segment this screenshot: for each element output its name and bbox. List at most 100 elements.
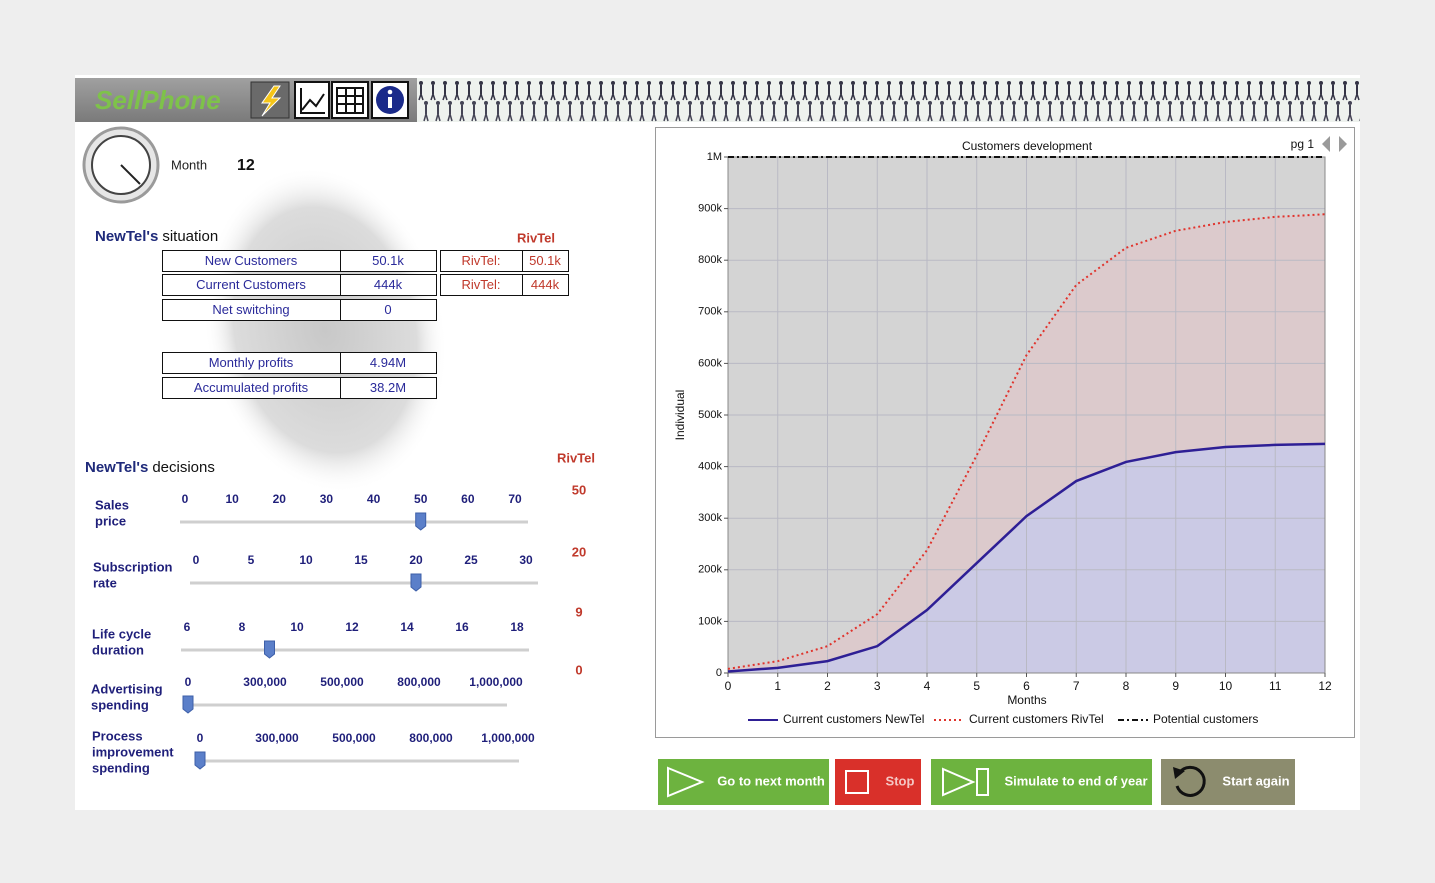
rival-label: RivTel:	[461, 253, 500, 268]
toolbar-icons[interactable]	[250, 81, 409, 119]
button[interactable]: Start again	[1161, 759, 1295, 805]
slider-tick-label: 1,000,000	[481, 731, 535, 745]
slider-tick-label: 8	[239, 620, 246, 634]
x-tick-label: 12	[1318, 679, 1332, 693]
slider-tick-label: 30	[519, 553, 533, 567]
x-tick-label: 10	[1219, 679, 1233, 693]
table-cell	[522, 274, 569, 296]
slider-knob[interactable]	[410, 573, 422, 592]
x-tick-label: 2	[824, 679, 831, 693]
company-name: NewTel's	[95, 228, 158, 245]
slider-knob[interactable]	[194, 751, 206, 770]
button-label[interactable]: Simulate to end of year	[1004, 773, 1147, 788]
x-tick-label: 7	[1073, 679, 1080, 693]
slider-tick-label: 18	[510, 620, 524, 634]
rival-value: 20	[572, 544, 586, 559]
row-label: Accumulated profits	[194, 380, 309, 395]
rival-value: 444k	[531, 277, 560, 292]
x-tick-label: 5	[973, 679, 980, 693]
prev-page[interactable]	[1322, 136, 1330, 152]
slider-tick-label: 0	[185, 675, 192, 689]
slider-label: rate	[93, 575, 117, 590]
slider-label: spending	[91, 697, 149, 712]
x-tick-label: 0	[725, 679, 732, 693]
section-word: situation	[162, 228, 218, 245]
slider-tick-label: 16	[455, 620, 469, 634]
rival-value: 0	[575, 662, 582, 677]
button-label[interactable]: Go to next month	[717, 773, 825, 788]
y-tick-label: 500k	[698, 409, 722, 421]
slider-label: Advertising	[91, 681, 163, 696]
legend-label: Potential customers	[1153, 712, 1258, 726]
next-page[interactable]	[1339, 136, 1347, 152]
situation-title: NewTel's situation	[95, 228, 218, 245]
slider-tick-label: 15	[354, 553, 368, 567]
button[interactable]: Stop	[835, 759, 921, 805]
y-axis-label: Individual	[673, 390, 687, 441]
y-tick-label: 200k	[698, 564, 722, 576]
slider-tick-label: 5	[248, 553, 255, 567]
y-tick-label: 0	[716, 667, 722, 679]
x-tick-label: 6	[1023, 679, 1030, 693]
row-label: Net switching	[212, 302, 289, 317]
button-icon	[942, 767, 989, 797]
slider-tick-label: 500,000	[332, 731, 376, 745]
table-cell	[522, 250, 569, 272]
x-tick-label: 9	[1172, 679, 1179, 693]
button-icon	[845, 770, 869, 794]
row-label: Current Customers	[196, 277, 306, 292]
slider-tick-label: 500,000	[320, 675, 364, 689]
button-icon	[1175, 765, 1206, 797]
app-title: SellPhone	[95, 85, 221, 115]
button-icon	[667, 766, 705, 798]
button-bg[interactable]	[835, 759, 921, 805]
slider-tick-label: 800,000	[409, 731, 453, 745]
slider-label: Sales	[95, 497, 129, 512]
button-bg[interactable]	[1161, 759, 1295, 805]
button[interactable]: Go to next month	[658, 759, 829, 805]
button-label[interactable]: Start again	[1222, 773, 1289, 788]
slider-tick-label: 40	[367, 492, 381, 506]
row-value: 4.94M	[370, 355, 406, 370]
slider-knob[interactable]	[264, 640, 275, 659]
run-icon[interactable]	[250, 81, 290, 119]
table-cell	[340, 274, 437, 296]
slider-label: Life cycle	[92, 626, 151, 641]
button-icon	[1173, 767, 1185, 779]
x-tick-label: 8	[1123, 679, 1130, 693]
button-label[interactable]: Stop	[886, 773, 915, 788]
chart-title: Customers development	[962, 139, 1093, 153]
slider-tick-label: 10	[225, 492, 239, 506]
row-value: 50.1k	[372, 253, 404, 268]
button[interactable]: Simulate to end of year	[931, 759, 1152, 805]
rival-value: 50	[572, 482, 586, 497]
slider-knob[interactable]	[182, 695, 194, 714]
button-bg[interactable]	[931, 759, 1152, 805]
button-bg[interactable]	[658, 759, 829, 805]
row-value: 444k	[374, 277, 403, 292]
x-axis-label: Months	[1007, 693, 1046, 707]
lightning	[261, 85, 282, 117]
x-tick-label: 4	[924, 679, 931, 693]
y-tick-label: 1M	[707, 151, 722, 163]
slider-tick-label: 6	[184, 620, 191, 634]
fingerprint	[202, 166, 448, 494]
slider-tick-label: 10	[299, 553, 313, 567]
chart-glyph	[300, 88, 325, 114]
slider-tick-label: 1,000,000	[469, 675, 523, 689]
table-cell	[340, 250, 437, 272]
slider-label: spending	[92, 760, 150, 775]
slider-tick-label: 0	[197, 731, 204, 745]
slider-tick-label: 300,000	[255, 731, 299, 745]
slider-tick-label: 800,000	[397, 675, 441, 689]
month-label: Month	[171, 157, 207, 172]
slider-knob[interactable]	[415, 512, 427, 531]
row-value: 0	[384, 302, 391, 317]
